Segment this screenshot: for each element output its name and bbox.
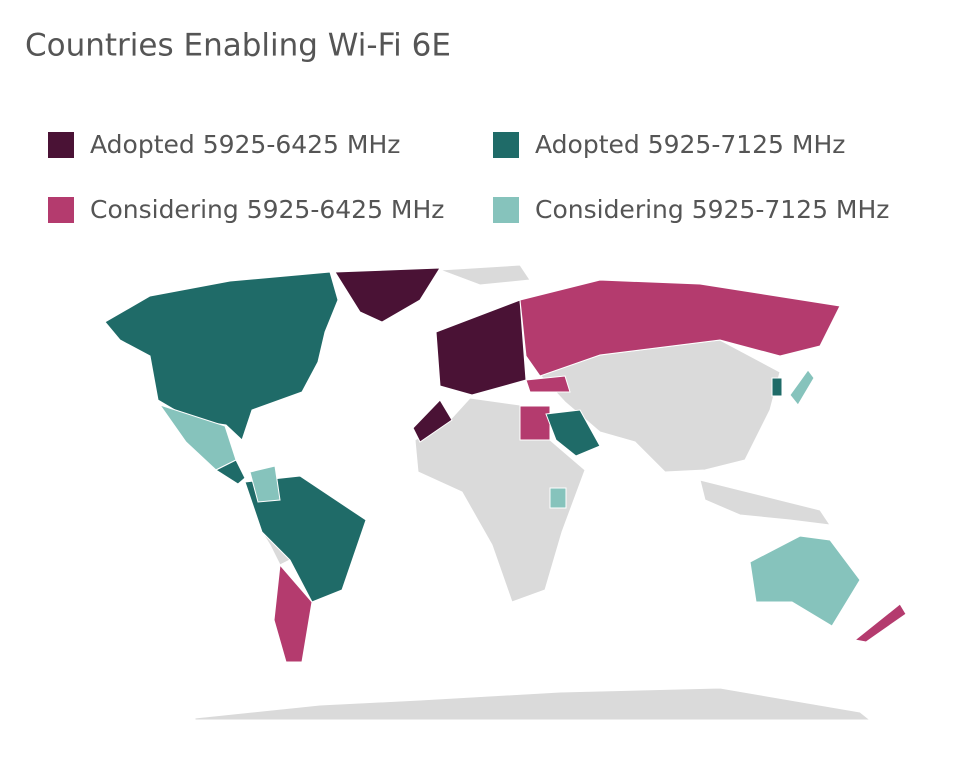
legend-label: Adopted 5925-6425 MHz	[90, 130, 400, 159]
colombia	[249, 465, 281, 503]
legend: Adopted 5925-6425 MHz Adopted 5925-7125 M…	[48, 130, 889, 224]
russia	[519, 279, 841, 377]
title: Countries Enabling Wi-Fi 6E	[25, 28, 451, 64]
australia	[749, 535, 861, 627]
south-korea	[771, 377, 783, 397]
legend-swatch	[493, 197, 519, 223]
legend-swatch	[493, 132, 519, 158]
legend-label: Adopted 5925-7125 MHz	[535, 130, 845, 159]
legend-label: Considering 5925-7125 MHz	[535, 195, 889, 224]
egypt	[519, 405, 551, 441]
legend-swatch	[48, 132, 74, 158]
brazil	[244, 475, 367, 603]
africa	[414, 397, 586, 603]
argentina-chile	[273, 563, 313, 663]
legend-swatch	[48, 197, 74, 223]
central-america	[214, 459, 246, 485]
kenya	[549, 487, 567, 509]
greenland	[334, 267, 441, 323]
morocco	[412, 399, 453, 443]
europe	[435, 299, 527, 396]
antarctica	[194, 687, 872, 721]
world-map	[104, 264, 907, 721]
north-america	[104, 271, 339, 441]
turkey	[525, 375, 571, 393]
new-zealand	[853, 603, 907, 643]
greenland-islands	[439, 264, 531, 286]
japan	[789, 369, 815, 406]
legend-label: Considering 5925-6425 MHz	[90, 195, 444, 224]
saudi-arabia	[545, 409, 601, 457]
southeast-asia	[699, 479, 832, 526]
